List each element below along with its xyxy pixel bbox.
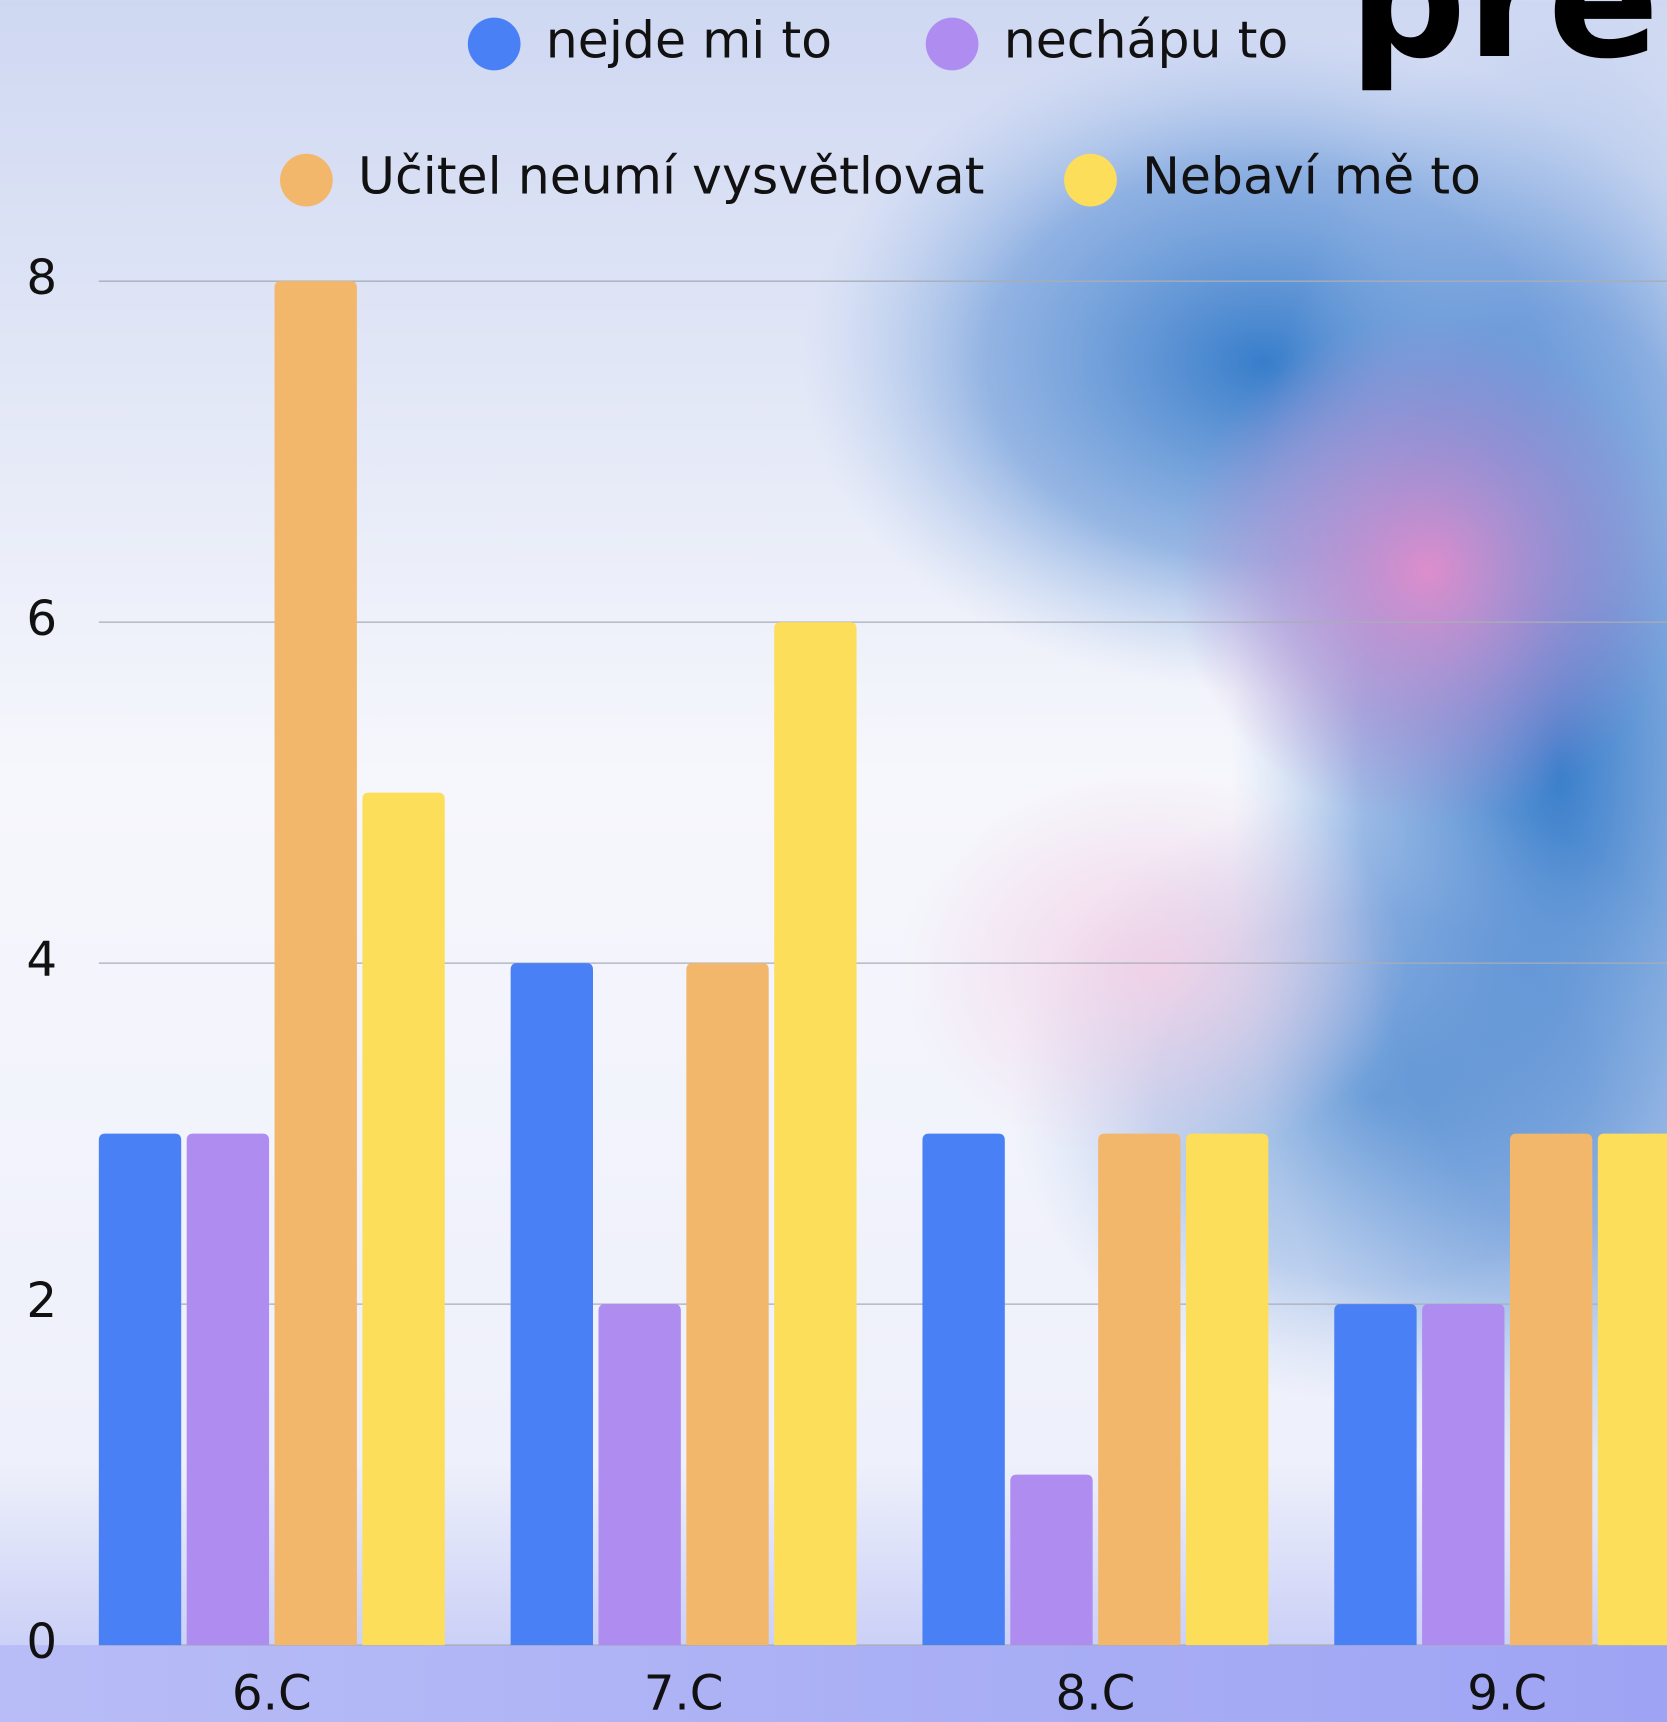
legend-label: Nebaví mě to [1142,147,1481,206]
y-tick-label: 8 [26,250,57,306]
legend-swatch [280,153,333,207]
bar [1098,1133,1181,1646]
axis-band [0,1645,1667,1722]
chart-title: pre [1349,0,1660,95]
x-tick-label: 7.C [644,1666,724,1722]
bar [774,622,857,1646]
y-tick-label: 6 [26,591,57,647]
y-tick-label: 0 [26,1614,57,1670]
bg-blob [900,768,1406,1165]
bar [1334,1304,1417,1646]
bar [362,792,445,1646]
bar [186,1133,270,1646]
y-tick-label: 4 [26,932,57,988]
bar [598,1304,681,1646]
bar [922,1133,1005,1646]
bar [274,281,357,1646]
bg-blob [1175,318,1667,824]
bar [1422,1304,1505,1646]
legend-label: nejde mi to [546,10,832,69]
x-tick-label: 8.C [1056,1666,1136,1722]
x-tick-label: 9.C [1467,1666,1547,1722]
x-tick-label: 6.C [232,1666,312,1722]
bar [1509,1133,1593,1646]
bar [686,963,769,1646]
bar [1597,1133,1667,1646]
bar [1186,1133,1269,1646]
bar [1010,1474,1093,1646]
legend-label: nechápu to [1004,10,1289,69]
legend-swatch [925,17,979,71]
legend-swatch [1064,153,1117,207]
legend-label: Učitel neumí vysvětlovat [358,147,984,206]
y-tick-label: 2 [26,1273,57,1329]
bar [510,963,594,1646]
bar [98,1133,182,1646]
legend-swatch [467,17,521,71]
